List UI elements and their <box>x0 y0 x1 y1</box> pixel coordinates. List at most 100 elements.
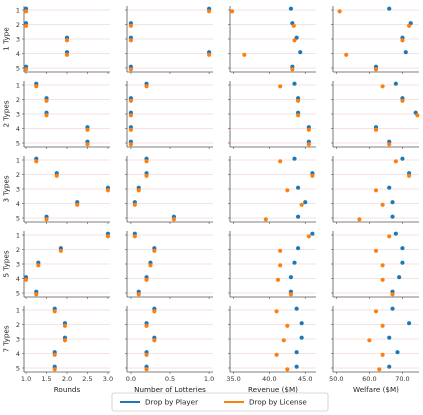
point-drop-by-license <box>242 52 247 57</box>
point-drop-by-license <box>152 248 157 253</box>
point-drop-by-license <box>132 202 137 207</box>
point-drop-by-license <box>373 248 379 253</box>
point-drop-by-license <box>58 248 63 253</box>
point-drop-by-player <box>288 275 294 280</box>
point-drop-by-license <box>23 9 29 14</box>
point-drop-by-license <box>285 188 290 193</box>
point-drop-by-license <box>144 277 149 282</box>
point-drop-by-player <box>393 231 398 236</box>
point-drop-by-license <box>285 323 290 328</box>
point-drop-by-license <box>390 292 395 297</box>
point-drop-by-player <box>295 246 301 251</box>
x-axis-label-welfare-m: Welfare ($M) <box>353 385 399 394</box>
point-drop-by-player <box>295 214 301 219</box>
x-tick-label: 60.0 <box>362 375 376 383</box>
point-drop-by-license <box>144 367 149 372</box>
legend-label-drop-by-player: Drop by Player <box>145 398 198 407</box>
panel-2-types-revenue-m <box>228 81 316 149</box>
y-tick-label: 5 <box>16 289 20 297</box>
y-tick-label: 3 <box>16 260 20 268</box>
point-drop-by-license <box>373 127 379 132</box>
point-drop-by-license <box>278 159 283 164</box>
x-tick-label: 40.0 <box>262 375 276 383</box>
point-drop-by-license <box>275 277 281 282</box>
point-drop-by-license <box>406 173 412 178</box>
point-drop-by-license <box>36 263 41 268</box>
panel-3-types-rounds: 1 2 3 4 5 <box>16 156 111 224</box>
point-drop-by-license <box>75 202 80 207</box>
panel-3-types-welfare-m <box>331 156 419 224</box>
panel-2-types-rounds: 1 2 3 4 5 <box>16 81 110 149</box>
point-drop-by-license <box>290 67 295 72</box>
row-label-2-types: 2 Types <box>2 100 11 127</box>
point-drop-by-license <box>136 292 141 297</box>
point-drop-by-license <box>380 277 385 282</box>
point-drop-by-license <box>367 338 372 343</box>
panel-1-type-rounds: 1 2 3 4 5 <box>16 6 110 74</box>
point-drop-by-player <box>393 81 398 86</box>
point-drop-by-player <box>403 50 408 55</box>
y-tick-label: 2 <box>16 96 20 104</box>
point-drop-by-license <box>400 38 405 43</box>
panel-5-types-rounds: 1 2 3 4 5 <box>16 231 111 299</box>
x-axis-label-number-of-lotteries: Number of Lotteries <box>134 385 206 394</box>
point-drop-by-license <box>144 173 149 178</box>
panel-1-type-number-of-lotteries <box>125 6 213 74</box>
point-drop-by-license <box>44 113 49 118</box>
y-tick-label: 3 <box>16 35 20 43</box>
y-tick-label: 4 <box>16 50 20 58</box>
point-drop-by-license <box>144 323 149 328</box>
point-drop-by-license <box>62 338 68 343</box>
point-drop-by-player <box>400 260 405 265</box>
x-tick-label: 0.0 <box>126 375 136 383</box>
point-drop-by-player <box>294 306 299 311</box>
point-drop-by-license <box>128 127 134 132</box>
y-tick-label: 1 <box>16 6 20 14</box>
panel-2-types-number-of-lotteries <box>125 81 213 149</box>
point-drop-by-license <box>44 217 49 222</box>
y-tick-label: 1 <box>16 231 20 239</box>
y-tick-label: 4 <box>16 200 20 208</box>
panel-1-type-revenue-m <box>228 6 316 74</box>
point-drop-by-license <box>357 217 362 222</box>
point-drop-by-player <box>292 156 297 161</box>
point-drop-by-license <box>34 292 39 297</box>
point-drop-by-player <box>387 6 392 11</box>
x-tick-label: 1.0 <box>204 375 214 383</box>
y-tick-label: 2 <box>16 321 20 329</box>
point-drop-by-license <box>128 23 134 28</box>
point-drop-by-player <box>292 260 297 265</box>
point-drop-by-license <box>377 367 382 372</box>
point-drop-by-player <box>298 50 303 55</box>
panel-2-types-welfare-m <box>331 81 420 149</box>
y-tick-label: 2 <box>16 246 20 254</box>
point-drop-by-license <box>64 38 70 43</box>
point-drop-by-license <box>230 9 235 14</box>
point-drop-by-license <box>52 352 57 357</box>
x-tick-label: 70.0 <box>395 375 409 383</box>
panel-7-types-rounds: 1 2 3 4 51.0 1.5 2.0 2.5 3.0 <box>16 306 113 383</box>
y-tick-label: 5 <box>16 139 20 147</box>
point-drop-by-player <box>387 364 392 369</box>
point-drop-by-license <box>128 98 134 103</box>
point-drop-by-license <box>148 263 153 268</box>
point-drop-by-license <box>152 338 157 343</box>
y-tick-label: 3 <box>16 335 20 343</box>
point-drop-by-license <box>380 84 385 89</box>
point-drop-by-license <box>306 127 311 132</box>
point-drop-by-license <box>406 23 412 28</box>
y-tick-label: 3 <box>16 185 20 193</box>
y-tick-label: 5 <box>16 214 20 222</box>
point-drop-by-player <box>299 335 304 340</box>
x-tick-label: 35.0 <box>226 375 240 383</box>
point-drop-by-license <box>415 113 420 118</box>
point-drop-by-license <box>128 38 134 43</box>
point-drop-by-license <box>34 159 39 164</box>
y-tick-label: 1 <box>16 156 20 164</box>
point-drop-by-license <box>281 338 286 343</box>
point-drop-by-license <box>152 309 157 314</box>
point-drop-by-player <box>390 200 395 205</box>
point-drop-by-player <box>395 350 400 355</box>
point-drop-by-license <box>206 9 212 14</box>
